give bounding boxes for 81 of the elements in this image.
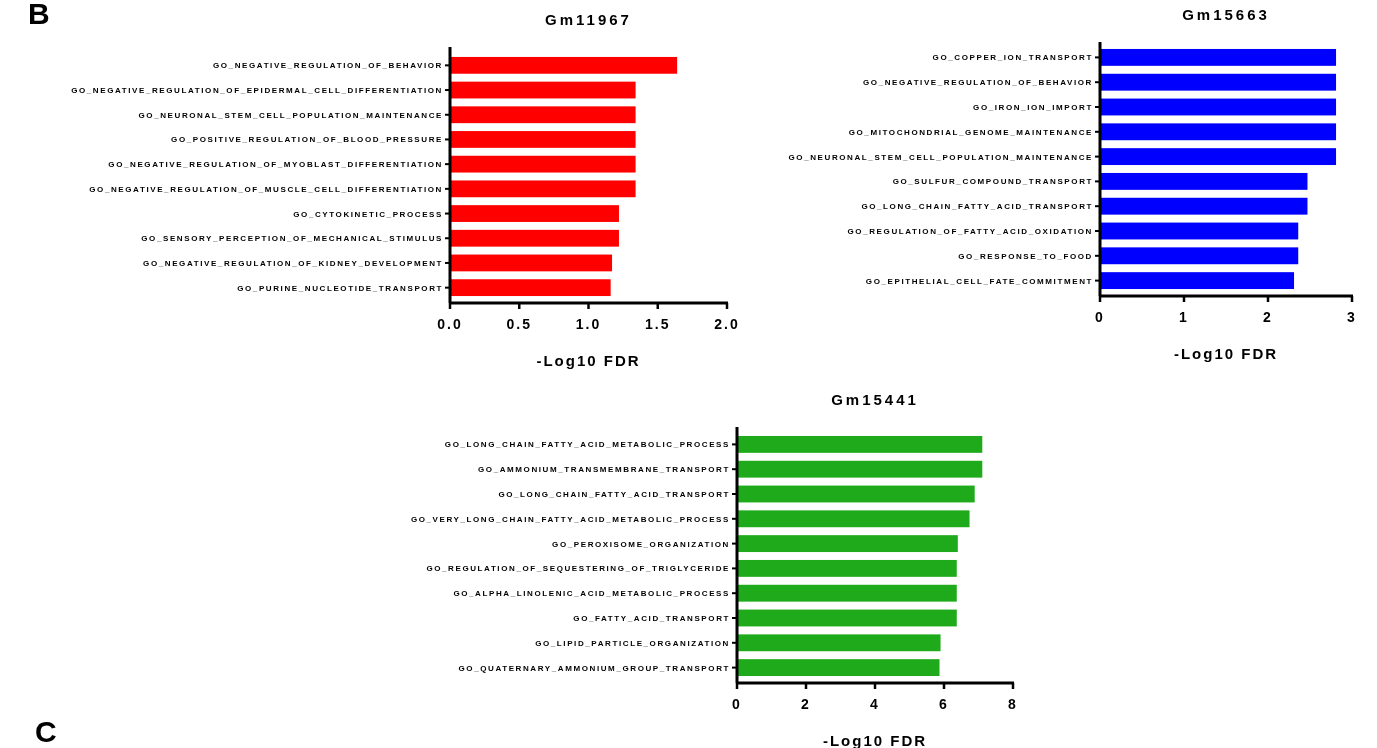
x-tick-label: 0.5 [506,316,532,332]
bar [1100,222,1299,240]
bar [737,659,940,677]
y-tick-label: GO_FATTY_ACID_TRANSPORT [573,614,730,623]
chart-title: Gm15663 [1182,6,1270,23]
bar [450,56,678,74]
chart-title: Gm15441 [831,391,919,408]
bar [450,254,613,272]
bar [1100,123,1337,141]
bar [450,180,636,198]
y-tick-label: GO_QUATERNARY_AMMONIUM_GROUP_TRANSPORT [458,663,730,673]
y-tick-label: GO_NEGATIVE_REGULATION_OF_KIDNEY_DEVELOPMENT [143,258,443,268]
bar [1100,172,1308,190]
bar [1100,48,1337,66]
x-tick-label: 4 [870,696,880,712]
y-tick-label: GO_SULFUR_COMPOUND_TRANSPORT [892,177,1093,187]
bar [1100,148,1337,166]
y-tick-label: GO_NEGATIVE_REGULATION_OF_MUSCLE_CELL_DIFFERENTIATION [89,184,443,194]
y-tick-label: GO_NEGATIVE_REGULATION_OF_EPIDERMAL_CELL_DIFFERENTIATION [71,86,443,96]
y-tick-label: GO_NEURONAL_STEM_CELL_POPULATION_MAINTENANCE [138,110,443,120]
bar [737,609,957,627]
x-tick-label: 8 [1008,696,1018,712]
y-tick-label: GO_COPPER_ION_TRANSPORT [932,53,1093,63]
y-tick-label: GO_CYTOKINETIC_PROCESS [293,209,443,219]
y-tick-label: GO_NEGATIVE_REGULATION_OF_MYOBLAST_DIFFERENTIATION [108,160,443,170]
text: C [35,715,57,748]
y-tick-label: GO_NEGATIVE_REGULATION_OF_BEHAVIOR [863,78,1093,88]
bar [450,81,636,99]
bar [737,535,958,553]
y-tick-label: GO_RESPONSE_TO_FOOD [958,251,1093,261]
y-tick-label: GO_LONG_CHAIN_FATTY_ACID_TRANSPORT [498,490,730,499]
y-tick-label: GO_LONG_CHAIN_FATTY_ACID_TRANSPORT [861,202,1093,212]
x-tick-label: 3 [1347,309,1357,325]
y-tick-label: GO_LIPID_PARTICLE_ORGANIZATION [535,638,730,648]
y-tick-label: GO_PURINE_NUCLEOTIDE_TRANSPORT [237,283,443,293]
x-tick-label: 1.5 [645,316,671,332]
y-tick-label: GO_ALPHA_LINOLENIC_ACID_METABOLIC_PROCESS [453,589,730,599]
y-tick-label: GO_AMMONIUM_TRANSMEMBRANE_TRANSPORT [477,465,730,475]
y-tick-label: GO_IRON_ION_IMPORT [973,103,1093,112]
x-tick-label: 0.0 [437,316,463,332]
bar [737,485,975,503]
x-tick-label: 2.0 [714,316,740,332]
y-tick-label: GO_NEURONAL_STEM_CELL_POPULATION_MAINTENANCE [788,152,1093,162]
bar [1100,272,1295,290]
x-axis-title: -Log10 FDR [536,352,641,369]
bar [450,155,636,173]
y-tick-label: GO_LONG_CHAIN_FATTY_ACID_METABOLIC_PROCESS [444,440,730,450]
y-tick-label: GO_VERY_LONG_CHAIN_FATTY_ACID_METABOLIC_PROCESS [410,514,730,524]
y-tick-label: GO_POSITIVE_REGULATION_OF_BLOOD_PRESSURE [171,135,443,145]
x-axis-title: -Log10 FDR [1173,345,1279,362]
y-tick-label: GO_SENSORY_PERCEPTION_OF_MECHANICAL_STIMULUS [141,234,443,244]
y-tick-label: GO_PEROXISOME_ORGANIZATION [552,539,730,549]
bar [450,205,619,222]
bar [450,229,619,247]
text: B [28,0,50,30]
x-tick-label: 0 [1095,309,1105,325]
chart-title: Gm11967 [545,11,632,28]
y-tick-label: GO_EPITHELIAL_CELL_FATE_COMMITMENT [865,276,1093,286]
y-tick-label: GO_REGULATION_OF_FATTY_ACID_OXIDATION [847,227,1093,236]
bar [737,634,941,652]
bar [737,510,970,528]
bar [1100,247,1299,265]
bar [1100,98,1337,116]
y-tick-label: GO_REGULATION_OF_SEQUESTERING_OF_TRIGLYCERIDE [426,564,730,574]
bar [450,131,636,148]
bar [737,584,957,602]
x-tick-label: 2 [1263,309,1273,325]
bar [1100,197,1308,215]
y-tick-label: GO_MITOCHONDRIAL_GENOME_MAINTENANCE [848,127,1093,137]
x-tick-label: 1 [1179,309,1189,325]
bar [737,435,983,453]
bar [450,279,611,297]
bar [737,559,957,577]
x-tick-label: 6 [939,696,949,712]
x-tick-label: 2 [801,696,811,712]
bar [1100,73,1337,91]
x-tick-label: 1.0 [575,316,602,332]
x-tick-label: 0 [732,696,742,712]
bar [737,460,983,478]
y-tick-label: GO_NEGATIVE_REGULATION_OF_BEHAVIOR [213,61,443,71]
bar [450,106,636,124]
